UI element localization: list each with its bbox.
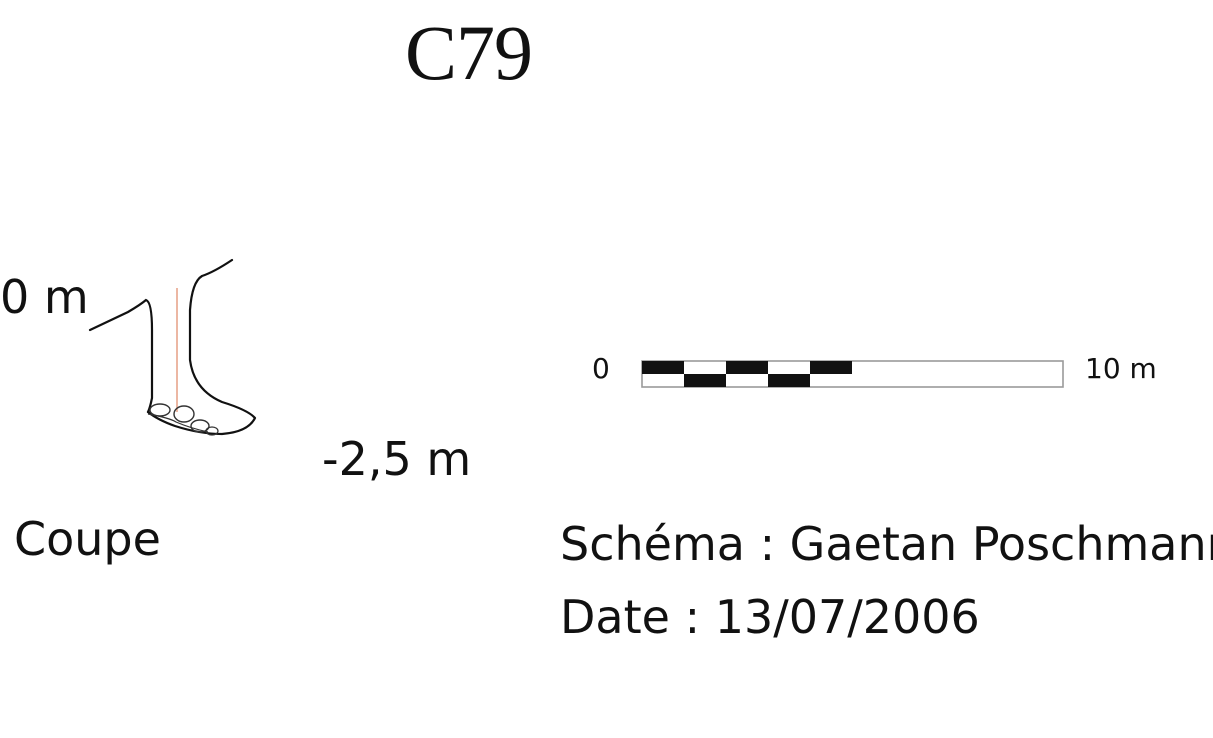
stone <box>173 405 195 423</box>
author-credit: Schéma : Gaetan Poschmann <box>560 517 1213 571</box>
scale-segment <box>810 361 852 374</box>
pit-left-wall <box>88 298 154 414</box>
bottom-depth-label: -2,5 m <box>322 432 472 486</box>
scale-segment <box>684 374 726 387</box>
scale-segment <box>726 361 768 374</box>
scale-segment <box>642 361 684 374</box>
scale-start-label: 0 <box>592 352 610 385</box>
scale-segment <box>768 374 810 387</box>
top-depth-label: 0 m <box>0 270 89 324</box>
pit-right-wall <box>146 258 257 436</box>
section-view-label: Coupe <box>14 512 161 566</box>
date-credit: Date : 13/07/2006 <box>560 590 980 644</box>
figure-title: C79 <box>405 9 533 96</box>
pit-floor-line <box>147 413 209 433</box>
stone <box>190 419 210 433</box>
scale-end-label: 10 m <box>1085 352 1157 385</box>
